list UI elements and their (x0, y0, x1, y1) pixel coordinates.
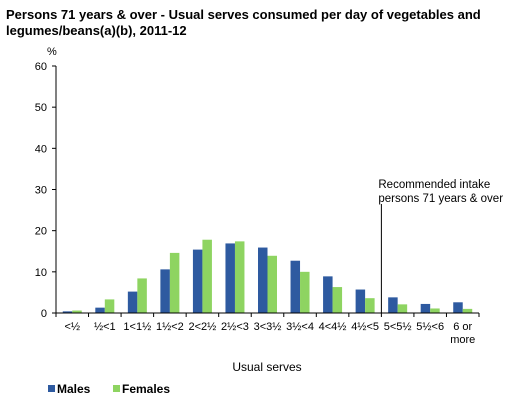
x-tick-label: 3½<4 (286, 321, 314, 333)
x-tick-label: 2½<3 (221, 321, 249, 333)
y-axis-label: % (47, 46, 57, 58)
x-axis-label: Usual serves (232, 360, 301, 374)
x-tick-label: 4½<5 (351, 321, 379, 333)
bar-males (225, 243, 235, 313)
legend-label-males: Males (57, 382, 91, 396)
bar-males (160, 269, 170, 313)
recommended-intake-annotation: Recommended intake persons 71 years & ove… (378, 179, 503, 205)
legend: Males Females (48, 382, 170, 396)
bar-females (137, 278, 147, 313)
bar-males (420, 303, 431, 313)
y-axis: 0 10 20 30 40 50 60 (35, 61, 56, 320)
y-tick-label: 20 (35, 226, 47, 238)
bar-males (127, 291, 138, 313)
legend-swatch-females (113, 385, 120, 392)
bars (62, 239, 473, 313)
x-tick-label: 4<4½ (319, 321, 347, 333)
bar-males (290, 260, 301, 313)
x-tick-label: 6 or more (450, 321, 475, 346)
x-tick-label: 1<1½ (123, 321, 151, 333)
bar-females (104, 299, 115, 313)
y-tick-label: 0 (41, 308, 47, 320)
bar-males (62, 311, 73, 313)
y-tick-label: 10 (35, 267, 47, 279)
legend-swatch-males (48, 385, 55, 392)
bar-males (388, 297, 398, 313)
x-tick-label: 2<2½ (189, 321, 217, 333)
bar-males (258, 247, 268, 313)
bar-males (323, 276, 333, 313)
x-tick-label: 5<5½ (384, 321, 412, 333)
bar-females (169, 252, 180, 313)
bar-females (267, 255, 277, 313)
bar-females (202, 239, 212, 313)
bar-males (95, 307, 105, 313)
bar-females (365, 298, 375, 313)
x-tick-label: ½<1 (94, 321, 116, 333)
bar-females (430, 308, 440, 313)
chart-title: Persons 71 years & over - Usual serves c… (6, 7, 481, 38)
bar-females (300, 271, 310, 313)
bar-females (462, 308, 473, 313)
bar-males (192, 249, 203, 313)
legend-label-females: Females (122, 382, 170, 396)
x-axis: <½ ½<1 1<1½ 1½<2 2<2½ 2½<3 3<3½ 3½<4 4<4½ 4½<5 5<5… (55, 313, 480, 346)
x-tick-label: 1½<2 (156, 321, 184, 333)
bar-males (453, 302, 463, 313)
y-tick-label: 30 (35, 185, 47, 197)
bar-females (234, 241, 245, 313)
y-tick-label: 50 (35, 102, 47, 114)
x-tick-label: 3<3½ (254, 321, 282, 333)
bar-females (397, 304, 408, 313)
y-tick-label: 60 (35, 61, 47, 73)
x-tick-label: 5½<6 (416, 321, 444, 333)
x-tick-label: <½ (64, 321, 80, 333)
y-tick-label: 40 (35, 143, 47, 155)
bar-males (355, 289, 366, 313)
bar-females (332, 287, 343, 313)
bar-females (72, 310, 82, 313)
